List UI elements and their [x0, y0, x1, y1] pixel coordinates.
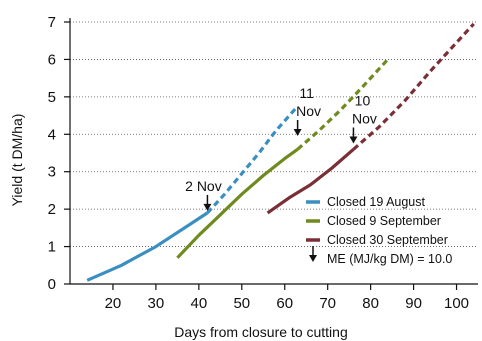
y-tick-label: 3: [48, 164, 56, 181]
annotation-2-nov: 2 Nov: [185, 178, 222, 194]
y-tick-label: 5: [48, 89, 56, 106]
arrow-2-nov-head: [203, 203, 212, 211]
legend-label-1: Closed 9 September: [327, 214, 441, 228]
axes: [69, 18, 478, 285]
series-2-dashed-line: [352, 22, 475, 151]
x-tick-label: 90: [405, 295, 422, 312]
series-2-solid-line: [266, 148, 355, 215]
legend-label-2: Closed 30 September: [327, 233, 448, 247]
x-tick-label: 80: [362, 295, 379, 312]
series-lines: [86, 22, 475, 282]
series-1-solid-line: [176, 148, 299, 259]
y-tick-label: 1: [48, 239, 56, 256]
annotations: 2 Nov 11 Nov 10 Nov: [185, 85, 377, 211]
x-tick-label: 40: [190, 295, 207, 312]
y-tick-label: 6: [48, 51, 56, 68]
arrow-11-nov-head: [293, 129, 302, 137]
x-tick-label: 70: [319, 295, 336, 312]
x-tick-label: 60: [276, 295, 293, 312]
legend: Closed 19 August Closed 9 September Closed…: [306, 195, 452, 266]
series-0-dashed-line: [206, 105, 299, 214]
legend-label-0: Closed 19 August: [327, 195, 426, 209]
y-tick-label: 0: [48, 276, 56, 293]
series-1-dashed-line: [296, 58, 389, 151]
y-tick-label: 7: [48, 14, 56, 31]
annotation-11-nov: 11 Nov: [296, 85, 321, 119]
series-0-solid-line: [86, 211, 209, 282]
legend-arrow-head: [309, 255, 317, 262]
x-tick-label: 50: [233, 295, 250, 312]
y-tick-label: 2: [48, 201, 56, 218]
x-tick-label: 100: [444, 295, 469, 312]
ticks: 0 1 2 3 4 5 6 7 20 30 40 50 60 70 80 90 100: [48, 14, 469, 312]
annotation-10-nov: 10 Nov: [352, 93, 377, 127]
arrow-10-nov-head: [349, 136, 358, 144]
x-tick-label: 30: [148, 295, 165, 312]
y-tick-label: 4: [48, 126, 56, 143]
x-axis-title: Days from closure to cutting: [174, 324, 348, 340]
y-axis-title: Yield (t DM/ha): [9, 114, 25, 207]
legend-me-note: ME (MJ/kg DM) = 10.0: [327, 252, 452, 266]
x-tick-label: 20: [105, 295, 122, 312]
